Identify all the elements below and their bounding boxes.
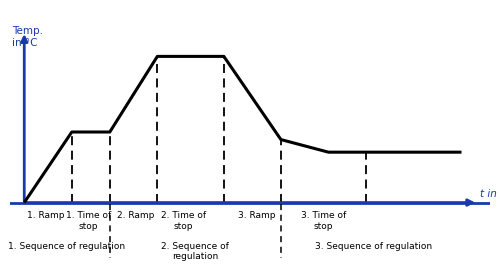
Text: Temp.
in °C: Temp. in °C: [12, 26, 44, 48]
Text: 2. Ramp: 2. Ramp: [118, 211, 154, 220]
Text: t in sec.: t in sec.: [480, 189, 500, 199]
Text: 2. Time of
stop: 2. Time of stop: [161, 211, 206, 231]
Text: 3. Time of
stop: 3. Time of stop: [301, 211, 346, 231]
Text: 1. Sequence of regulation: 1. Sequence of regulation: [8, 242, 126, 251]
Text: 1. Ramp: 1. Ramp: [27, 211, 64, 220]
Text: 3. Ramp: 3. Ramp: [238, 211, 276, 220]
Text: 1. Time of
stop: 1. Time of stop: [66, 211, 111, 231]
Text: 3. Sequence of regulation: 3. Sequence of regulation: [315, 242, 432, 251]
Text: 2. Sequence of
regulation: 2. Sequence of regulation: [162, 242, 230, 261]
